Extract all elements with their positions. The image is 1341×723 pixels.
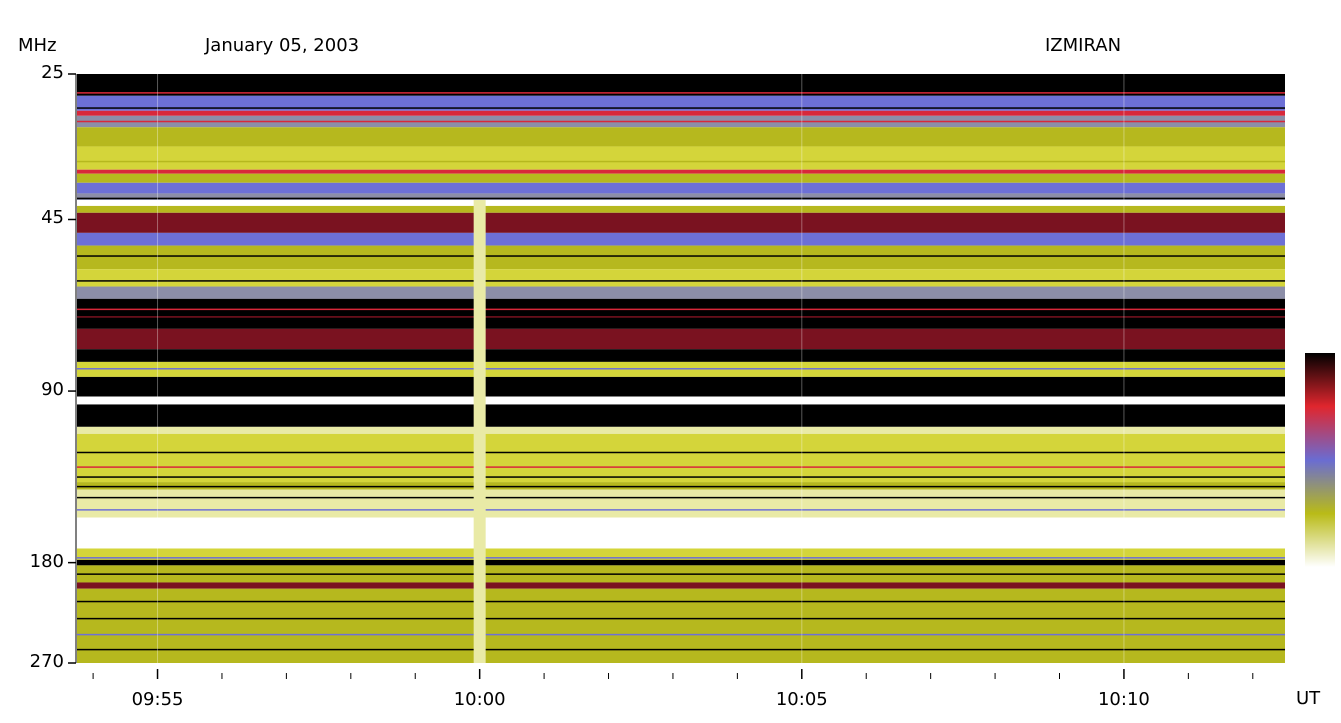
spectral-band: [77, 517, 1285, 549]
spectral-line: [77, 255, 1285, 257]
spectral-line: [77, 617, 1285, 620]
x-tick-label: 10:10: [1097, 689, 1150, 710]
y-tick-label: 45: [41, 207, 64, 229]
spectral-band: [77, 232, 1285, 246]
spectral-line: [77, 160, 1285, 163]
y-tick-label: 90: [41, 379, 64, 401]
faint-vertical-line: [157, 74, 159, 663]
spectral-band: [77, 588, 1285, 663]
spectral-line: [77, 107, 1285, 109]
spectral-line: [77, 509, 1285, 511]
y-tick-label: 180: [29, 550, 64, 572]
spectral-line: [77, 466, 1285, 468]
spectral-band: [77, 426, 1285, 434]
spectral-band: [77, 376, 1285, 397]
chart-date: January 05, 2003: [205, 35, 360, 56]
spectral-line: [77, 557, 1285, 559]
spectral-line: [77, 280, 1285, 282]
y-tick-label: 270: [29, 651, 64, 672]
spectral-band: [77, 269, 1285, 287]
spectral-band: [77, 328, 1285, 350]
station-name: IZMIRAN: [1045, 35, 1122, 56]
spectral-band: [77, 559, 1285, 566]
spectral-line: [77, 368, 1285, 370]
spectral-band: [77, 396, 1285, 405]
spectral-line: [77, 476, 1285, 478]
spectral-line: [77, 120, 1285, 123]
spectral-band: [77, 127, 1285, 147]
spectral-band: [77, 169, 1285, 174]
x-tick-label: 10:00: [453, 689, 506, 710]
spectral-line: [77, 573, 1285, 575]
spectral-band: [77, 193, 1285, 201]
spectral-band: [77, 582, 1285, 589]
spectral-band: [77, 146, 1285, 170]
spectral-line: [77, 197, 1285, 200]
spectral-line: [77, 308, 1285, 311]
x-tick-label: 10:05: [775, 689, 828, 710]
spectral-band: [77, 245, 1285, 270]
spectral-band: [77, 298, 1285, 329]
spectral-band: [77, 200, 1285, 206]
y-tick-label: 25: [41, 62, 64, 83]
spectral-band: [77, 95, 1285, 111]
spectral-line: [77, 92, 1285, 94]
spectral-band: [77, 349, 1285, 362]
vertical-streak: [473, 200, 486, 663]
spectral-line: [77, 600, 1285, 603]
spectral-band: [77, 182, 1285, 194]
spectral-line: [77, 648, 1285, 651]
x-tick-label: 09:55: [131, 689, 184, 710]
spectral-band: [77, 205, 1285, 213]
spectral-band: [77, 212, 1285, 233]
spectral-line: [77, 633, 1285, 636]
spectral-band: [77, 286, 1285, 299]
spectral-line: [77, 451, 1285, 454]
spectral-band: [77, 489, 1285, 518]
colorbar: [1305, 353, 1335, 567]
spectral-band: [77, 110, 1285, 116]
y-axis-unit: MHz: [18, 35, 57, 56]
spectral-band: [77, 404, 1285, 427]
spectral-line: [77, 316, 1285, 318]
spectrogram-bands: [77, 74, 1285, 663]
faint-vertical-line: [801, 74, 803, 663]
spectral-line: [77, 485, 1285, 488]
spectral-band: [77, 433, 1285, 483]
spectral-line: [77, 496, 1285, 499]
spectral-band: [77, 482, 1285, 490]
plot-axes: [68, 73, 1254, 679]
faint-vertical-line: [1123, 74, 1125, 663]
x-axis-unit: UT: [1296, 688, 1321, 709]
spectral-band: [77, 548, 1285, 560]
spectral-band: [77, 173, 1285, 183]
spectral-band: [77, 74, 1285, 96]
